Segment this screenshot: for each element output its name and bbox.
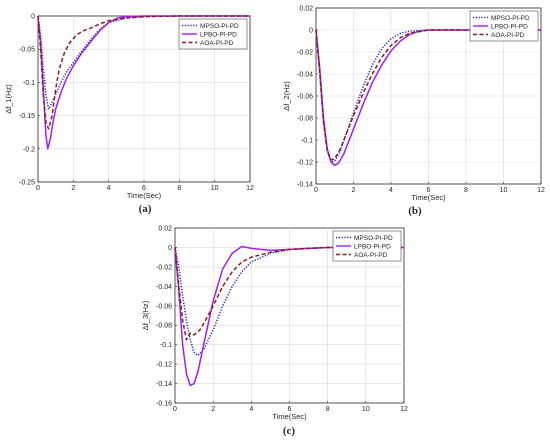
panel-label: (b)	[408, 205, 422, 217]
x-axis-label: Time(Sec)	[272, 412, 307, 421]
legend-entry: MPSO-PI-PD	[200, 23, 239, 30]
y-tick-label: -0.06	[297, 94, 313, 101]
y-tick-label: 0	[309, 28, 313, 35]
y-tick-label: -0.25	[19, 180, 35, 187]
y-tick-label: -0.15	[19, 113, 35, 120]
y-tick-label: -0.14	[156, 381, 172, 388]
series-line-lpbo-pi-pd	[37, 15, 250, 150]
x-tick-label: 12	[400, 406, 408, 413]
x-tick-label: 0	[314, 187, 318, 194]
y-tick-label: -0.12	[297, 160, 313, 167]
chart-panel-2: 0 2 4 6 8 10 12 0.02 0 -0.02 -0.04 -0.06 -0.08 -0.1 -0…	[141, 226, 408, 438]
legend-entry: LPBO-PI-PD	[491, 23, 528, 30]
y-tick-label: -0.02	[297, 50, 313, 57]
x-tick-label: 0	[173, 406, 177, 413]
y-tick-label: -0.1	[301, 138, 313, 145]
series-line-aoa-pi-pd	[37, 15, 250, 130]
legend-entry: AOA-PI-PD	[491, 32, 525, 39]
y-tick-label: -0.16	[156, 401, 172, 408]
x-tick-label: 10	[500, 187, 508, 194]
y-tick-label: -0.1	[23, 80, 35, 87]
y-tick-label: -0.1	[160, 342, 172, 349]
x-tick-label: 2	[211, 406, 215, 413]
x-tick-label: 12	[246, 185, 254, 192]
legend-entry: MPSO-PI-PD	[491, 15, 530, 22]
x-tick-label: 10	[362, 406, 370, 413]
y-axis-label: Δf_2(Hz)	[282, 81, 291, 111]
y-tick-label: -0.12	[156, 362, 172, 369]
y-tick-label: -0.04	[297, 72, 313, 79]
series-line-mpso-pi-pd	[174, 246, 404, 357]
x-tick-label: 6	[288, 406, 292, 413]
y-tick-label: 0	[168, 245, 172, 252]
x-tick-label: 0	[36, 185, 40, 192]
legend-entry: MPSO-PI-PD	[354, 235, 393, 242]
panel-label: (a)	[139, 203, 152, 215]
series-line-aoa-pi-pd	[174, 246, 404, 341]
x-axis-label: Time(Sec)	[411, 193, 446, 202]
y-tick-label: -0.2	[23, 146, 35, 153]
x-axis-label: Time(Sec)	[127, 191, 162, 200]
x-tick-label: 8	[326, 406, 330, 413]
x-tick-label: 6	[427, 187, 431, 194]
x-tick-label: 4	[107, 185, 111, 192]
y-tick-label: -0.14	[297, 182, 313, 189]
x-tick-label: 8	[177, 185, 181, 192]
y-tick-label: 0.02	[299, 6, 313, 13]
y-axis-label: Δf_1(Hz)	[4, 84, 13, 114]
x-tick-label: 10	[211, 185, 219, 192]
y-tick-label: 0	[31, 14, 35, 21]
legend-entry: LPBO-PI-PD	[200, 31, 237, 38]
y-tick-label: -0.08	[297, 116, 313, 123]
legend-entry: AOA-PI-PD	[200, 40, 234, 47]
legend-entry: LPBO-PI-PD	[354, 243, 391, 250]
x-tick-label: 2	[352, 187, 356, 194]
legend-entry: AOA-PI-PD	[354, 252, 388, 259]
panel-label: (c)	[283, 425, 296, 437]
chart-panel-0: 0 2 4 6 8 10 12 0 -0.05 -0.1 -0.15 -0.2 -0.25 Time(Se…	[4, 14, 254, 216]
y-tick-label: -0.02	[156, 264, 172, 271]
x-tick-label: 12	[537, 187, 545, 194]
y-tick-label: -0.08	[156, 323, 172, 330]
x-tick-label: 8	[464, 187, 468, 194]
x-tick-label: 6	[142, 185, 146, 192]
chart-panel-1: 0 2 4 6 8 10 12 0.02 0 -0.02 -0.04 -0.06 -0.08 -0.1 -0…	[282, 6, 545, 218]
y-tick-label: -0.04	[156, 284, 172, 291]
x-tick-label: 4	[249, 406, 253, 413]
y-axis-label: Δf_3(Hz)	[141, 300, 150, 330]
y-tick-label: 0.02	[158, 226, 172, 233]
x-tick-label: 4	[389, 187, 393, 194]
x-tick-label: 2	[71, 185, 75, 192]
y-tick-label: -0.06	[156, 303, 172, 310]
y-tick-label: -0.05	[19, 47, 35, 54]
